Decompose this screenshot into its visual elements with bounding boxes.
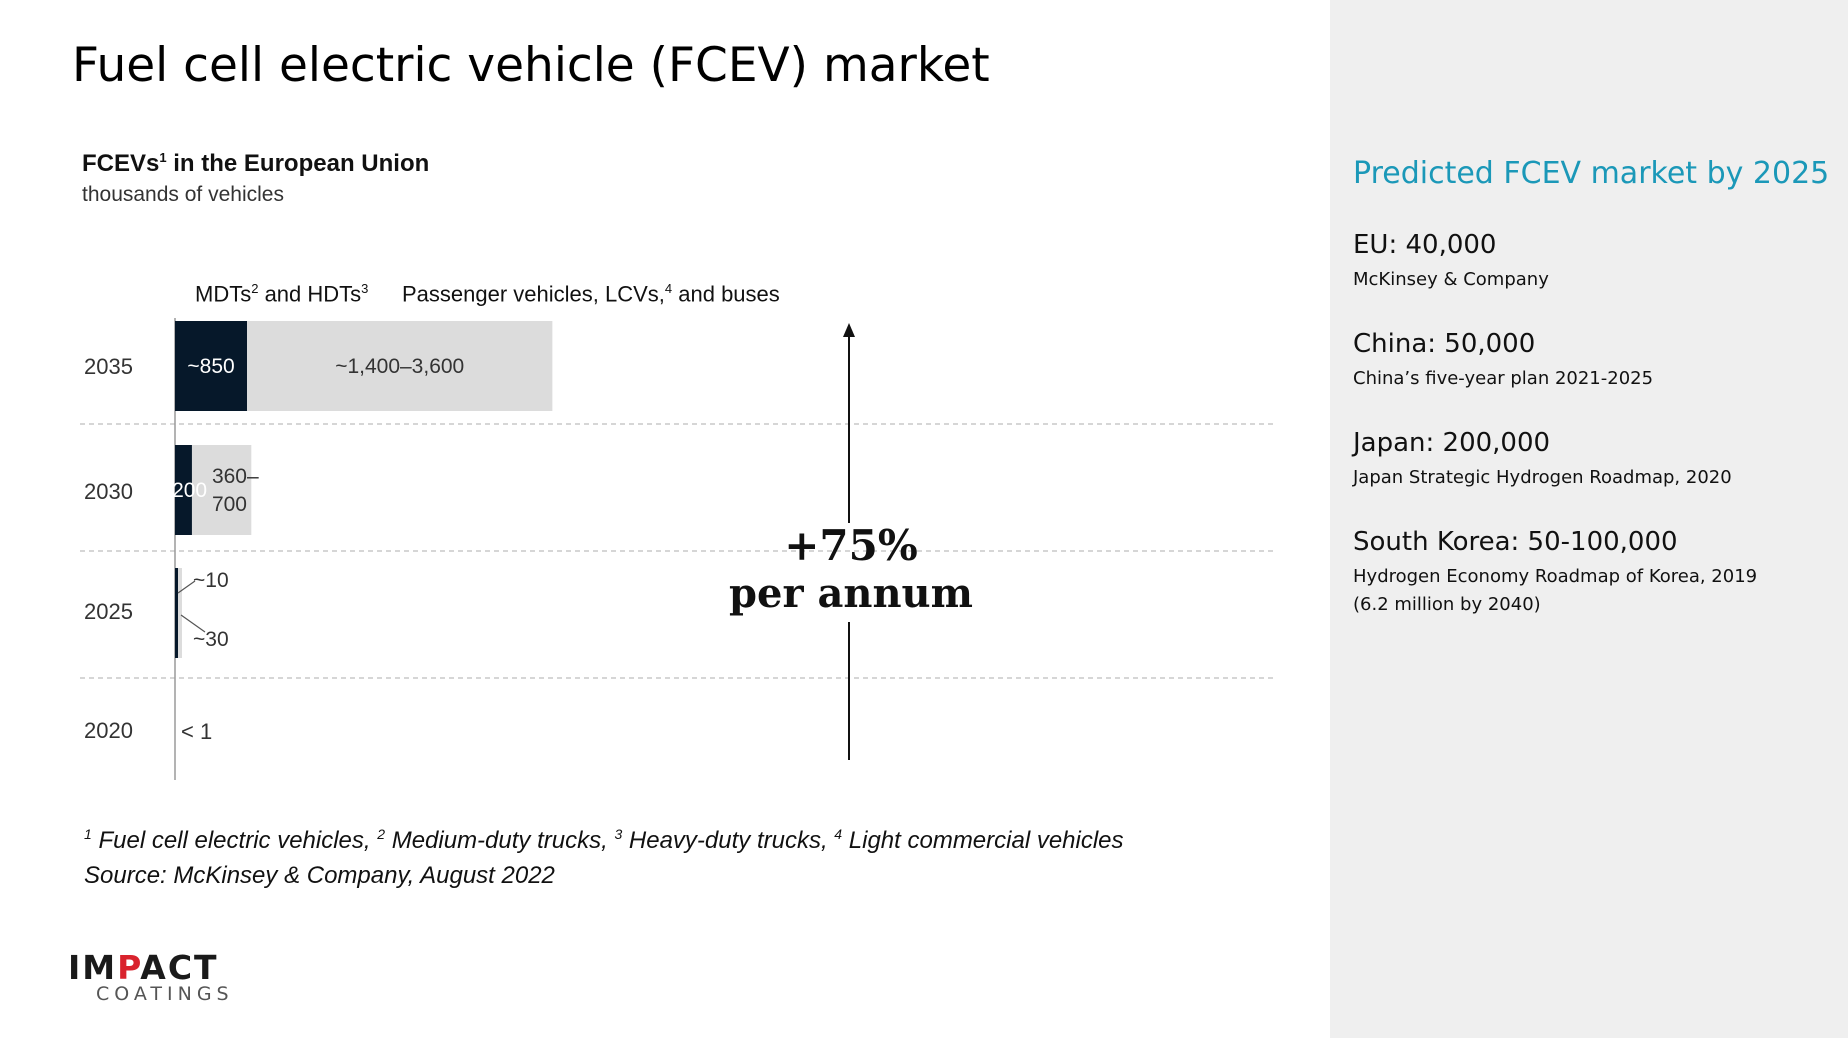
data-label-passenger-2030-line1: 360– — [212, 465, 259, 488]
footnote-4-text: Light commercial vehicles — [842, 827, 1124, 854]
footnote-4-marker: 4 — [834, 826, 843, 842]
legend-passenger-rest: and buses — [672, 281, 780, 307]
bar-mdt-hdt-2035 — [175, 321, 248, 411]
chart-subtitle: thousands of vehicles — [82, 183, 284, 206]
chart-plot: 2035 2030 2025 2020 ~850 ~1,400–3,600 ~200360–… — [80, 318, 1275, 780]
data-label-mdt-hdt-2035: ~850 — [187, 355, 234, 378]
data-label-passenger-2035: ~1,400–3,600 — [335, 355, 464, 378]
legend-mdt-sup: 2 — [251, 281, 259, 296]
data-label-passenger-2020: < 1 — [181, 719, 212, 744]
growth-arrow-head — [843, 323, 855, 337]
legend-mdt-text: MDTs — [195, 281, 252, 307]
data-label-mdt-hdt-2030: ~200 — [160, 479, 207, 502]
sidebar-entry-japan: Japan: 200,000 Japan Strategic Hydrogen … — [1353, 428, 1732, 492]
sidebar-panel: Predicted FCEV market by 2025 EU: 40,000… — [1330, 0, 1848, 1038]
legend-passenger: Passenger vehicles, LCVs,4 and buses — [402, 281, 780, 307]
legend-mdt-hdt: MDTs2 and HDTs3 — [195, 281, 368, 307]
chart-title-rest: in the European Union — [166, 150, 430, 177]
footnote-1-marker: 1 — [84, 826, 92, 842]
logo-part-c: ACT — [140, 948, 219, 987]
entry-source: China’s five-year plan 2021-2025 — [1353, 368, 1654, 389]
sidebar-title: Predicted FCEV market by 2025 — [1353, 156, 1830, 191]
entry-heading: South Korea: 50-100,000 — [1353, 527, 1678, 557]
impact-coatings-logo: IMPACT COATINGS — [68, 951, 234, 1005]
leader-line-passenger-2025 — [180, 614, 206, 633]
data-label-mdt-hdt-2025: ~10 — [193, 569, 229, 592]
category-label-2020: 2020 — [84, 718, 133, 743]
bar-mdt-hdt-2025 — [175, 568, 178, 658]
bar-mdt-hdt-2030 — [175, 445, 192, 535]
data-label-passenger-2030-line2: 700 — [212, 493, 247, 516]
entry-source: McKinsey & Company — [1353, 269, 1549, 290]
sidebar-entry-china: China: 50,000 China’s five-year plan 202… — [1353, 329, 1653, 393]
legend-hdt-text: and HDTs — [258, 281, 362, 307]
bar-passenger-2025 — [178, 568, 182, 658]
sidebar-entry-south-korea: South Korea: 50-100,000 Hydrogen Economy… — [1353, 527, 1757, 619]
data-label-passenger-2025: ~30 — [193, 628, 229, 651]
source-note: Source: McKinsey & Company, August 2022 — [84, 862, 555, 889]
entry-heading: Japan: 200,000 — [1353, 428, 1551, 458]
legend-passenger-text: Passenger vehicles, LCVs, — [402, 281, 665, 307]
entry-source-note: (6.2 million by 2040) — [1353, 594, 1541, 615]
chart-title: FCEVs1 in the European Union — [82, 150, 429, 178]
footnote-2-text: Medium-duty trucks, — [385, 827, 615, 854]
slide-title: Fuel cell electric vehicle (FCEV) market — [72, 38, 990, 93]
logo-part-b: P — [117, 948, 141, 987]
chart-title-main: FCEVs — [82, 150, 160, 177]
legend-hdt-sup: 3 — [361, 281, 369, 296]
entry-source: Japan Strategic Hydrogen Roadmap, 2020 — [1353, 467, 1732, 488]
growth-annotation-label: per annum — [729, 570, 973, 617]
footnote-3-marker: 3 — [614, 826, 623, 842]
category-label-2035: 2035 — [84, 354, 133, 379]
chart-title-footnote-marker: 1 — [159, 150, 167, 165]
legend-passenger-sup: 4 — [664, 281, 673, 296]
footnote-1-text: Fuel cell electric vehicles, — [91, 827, 378, 854]
leader-line-mdt-hdt-2025 — [177, 580, 196, 594]
category-label-2025: 2025 — [84, 599, 133, 624]
footnote-2-marker: 2 — [377, 826, 386, 842]
footnotes: 1 Fuel cell electric vehicles, 2 Medium-… — [84, 826, 1124, 855]
entry-source: Hydrogen Economy Roadmap of Korea, 2019 — [1353, 566, 1758, 587]
logo-wordmark: IMPACT — [68, 951, 234, 984]
entry-heading: China: 50,000 — [1353, 329, 1536, 359]
bar-passenger-2035 — [247, 321, 553, 411]
footnote-3-text: Heavy-duty trucks, — [622, 827, 835, 854]
bar-passenger-2030 — [191, 445, 252, 535]
logo-part-a: IM — [68, 948, 118, 987]
logo-subtitle: COATINGS — [96, 983, 234, 1005]
category-label-2030: 2030 — [84, 479, 133, 504]
sidebar-entry-eu: EU: 40,000 McKinsey & Company — [1353, 230, 1549, 294]
entry-heading: EU: 40,000 — [1353, 230, 1497, 260]
growth-annotation-percent: +75% — [784, 521, 918, 570]
